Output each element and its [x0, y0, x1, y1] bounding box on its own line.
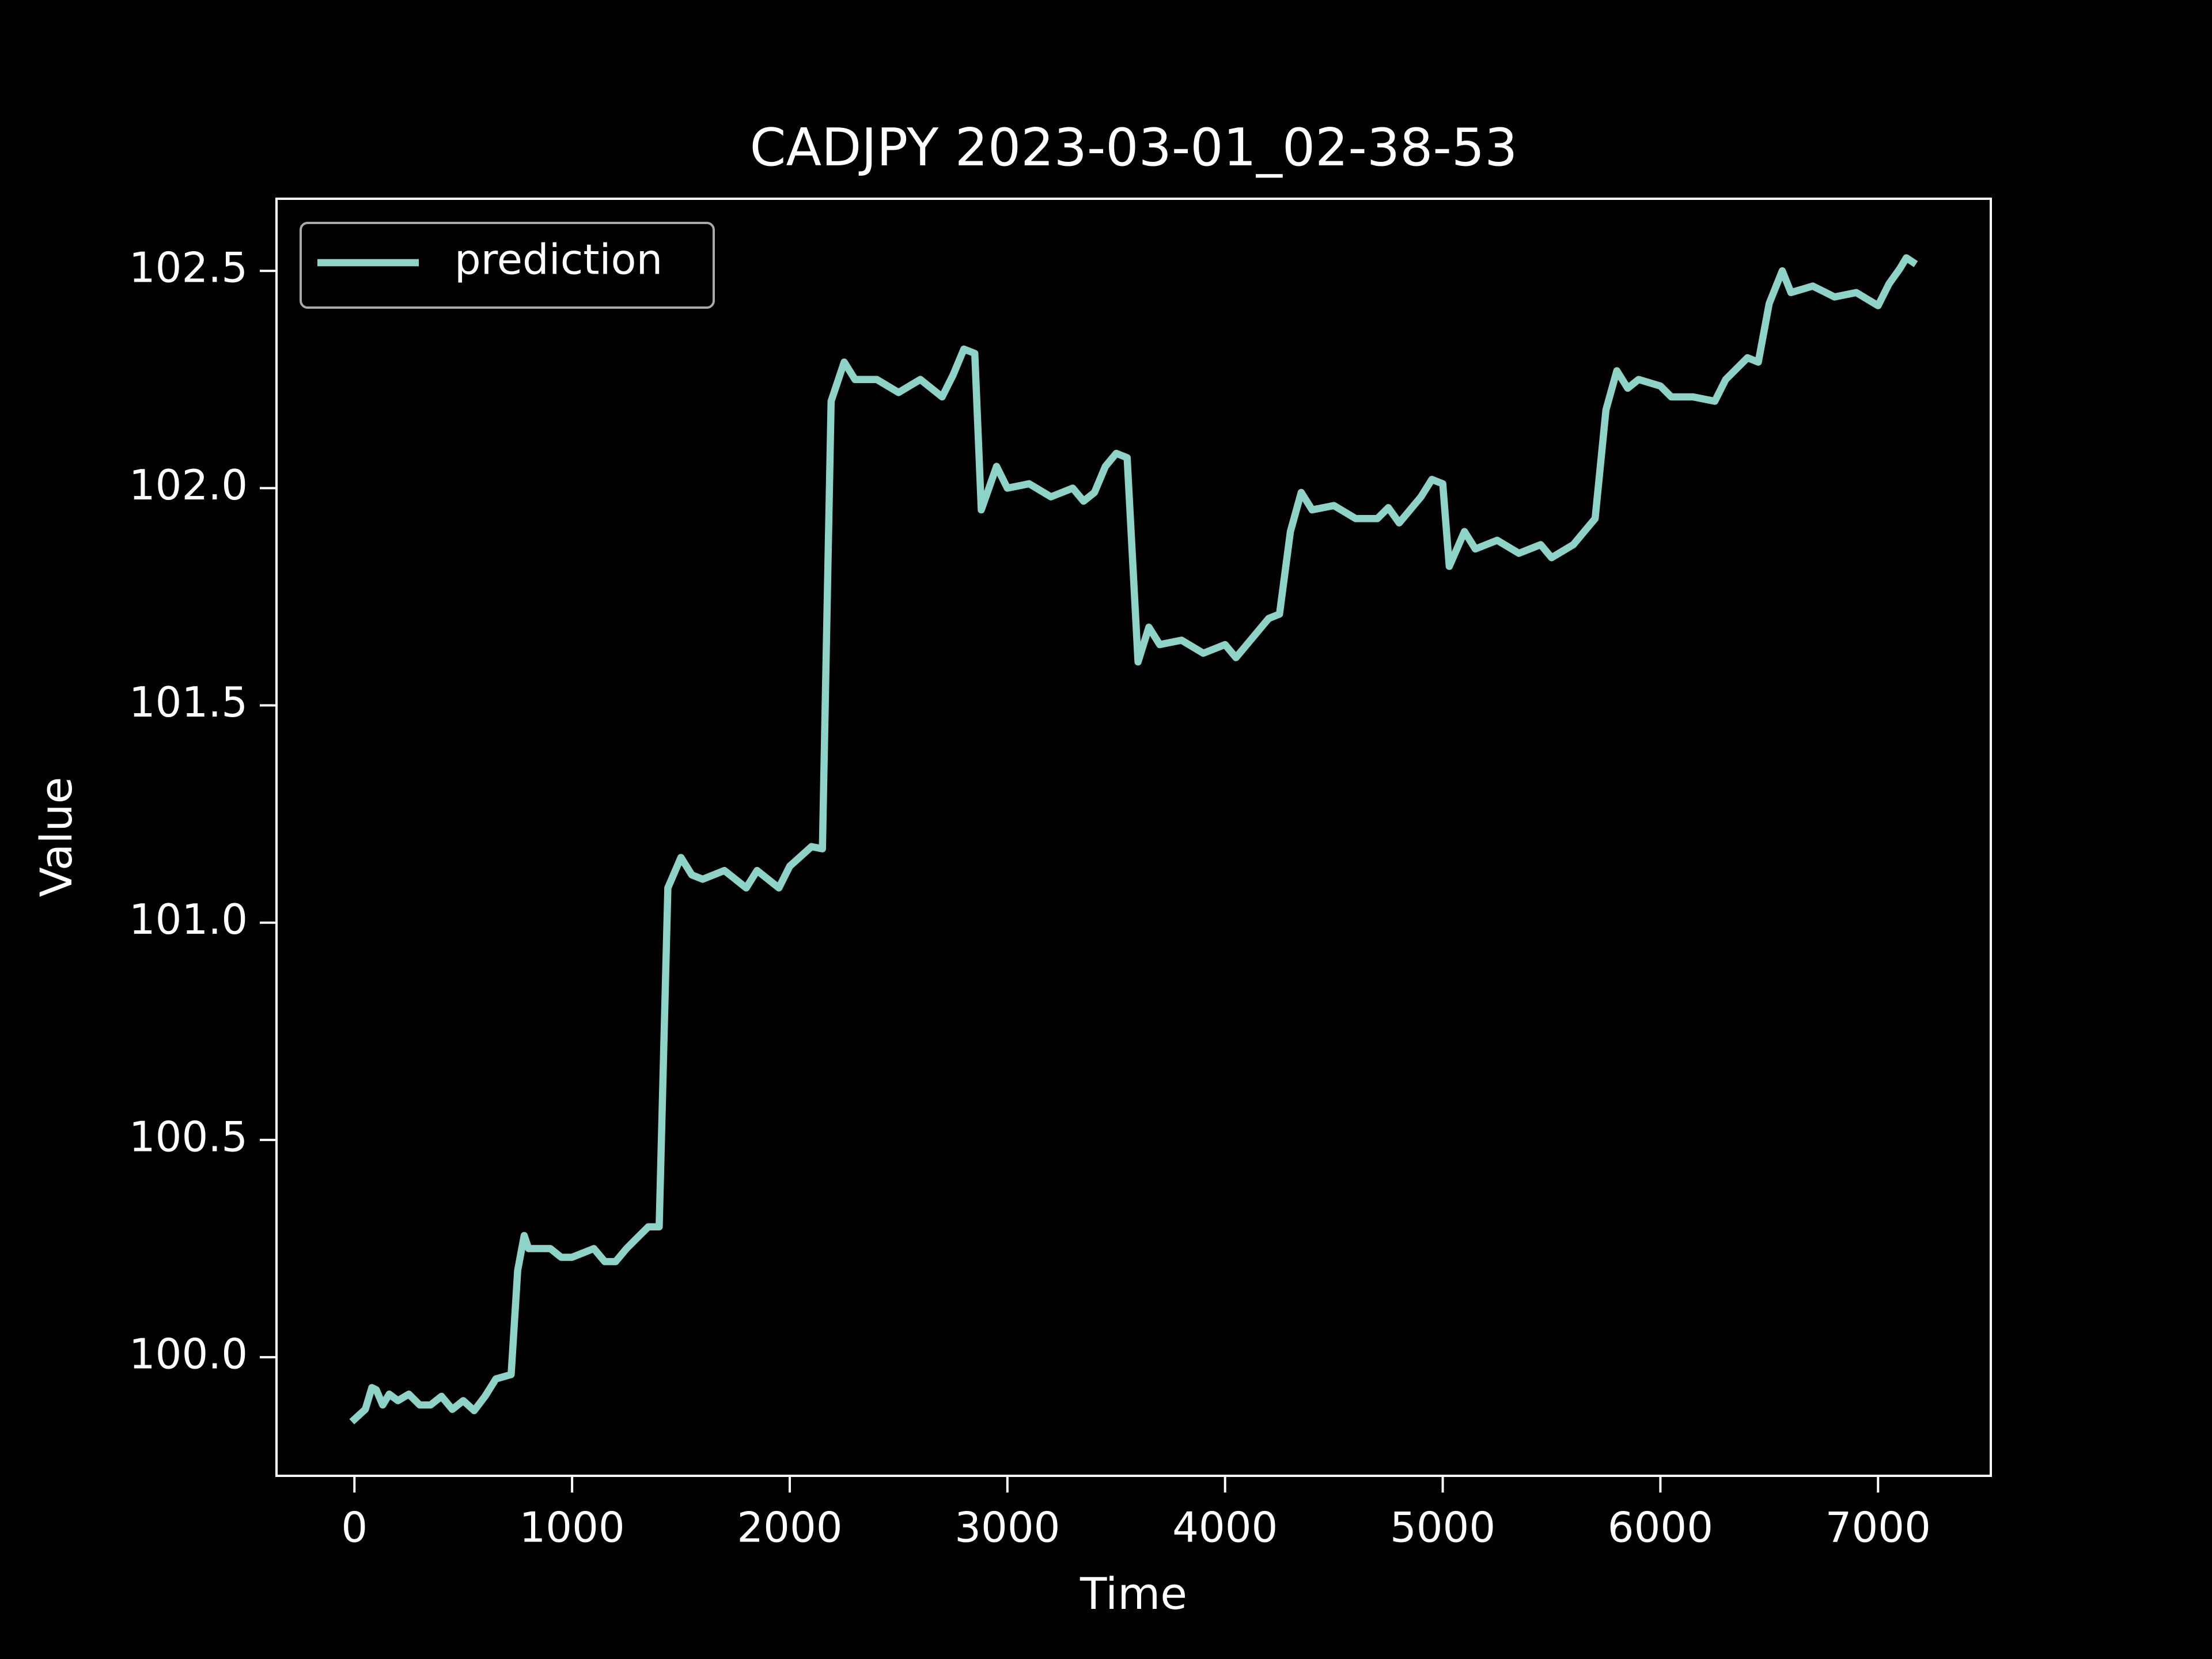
x-tick-label: 6000 [1608, 1503, 1713, 1552]
y-tick-label: 101.5 [129, 678, 248, 726]
chart-title: CADJPY 2023-03-01_02-38-53 [750, 118, 1518, 178]
data-line [349, 254, 1918, 1425]
y-tick-label: 100.5 [129, 1112, 248, 1161]
x-tick-label: 0 [341, 1503, 368, 1552]
x-tick-label: 7000 [1825, 1503, 1931, 1552]
x-tick-label: 4000 [1172, 1503, 1278, 1552]
axes-frame [275, 198, 1992, 1477]
y-tick-label: 102.0 [129, 461, 248, 509]
x-tick-label: 5000 [1390, 1503, 1495, 1552]
x-tick-label: 3000 [955, 1503, 1060, 1552]
y-tick-label: 102.5 [129, 244, 248, 292]
legend-box [300, 222, 715, 309]
y-axis-label: Value [31, 777, 82, 897]
y-tick-label: 100.0 [129, 1330, 248, 1378]
y-tick-label: 101.0 [129, 895, 248, 944]
x-tick-label: 1000 [520, 1503, 625, 1552]
x-tick-label: 2000 [737, 1503, 842, 1552]
legend-label: prediction [454, 236, 662, 284]
x-axis-label: Time [1080, 1568, 1187, 1619]
